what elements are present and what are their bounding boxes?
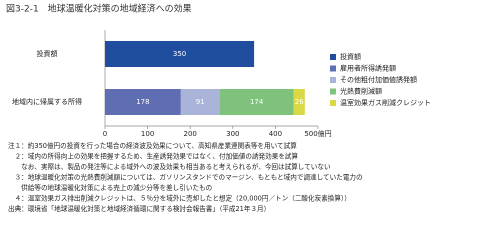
data-label: 178: [136, 98, 149, 106]
data-label: 26: [295, 98, 304, 106]
x-tick-label: 100: [141, 130, 154, 138]
data-label: 350: [173, 50, 186, 58]
bar-segment: [219, 89, 294, 115]
x-tick-label: 0: [103, 130, 107, 138]
note: ２：域内の所得向上の効果を把握するため、生産誘発効果ではなく、付加価値の誘発効果…: [8, 152, 299, 161]
bar-segment: [180, 89, 220, 115]
legend-label: 光熱費削減額: [340, 87, 382, 96]
note: なお、実際は、製品の発注等による域外への波及効果も相当あると考えられるが、今回は…: [8, 162, 331, 171]
bar-segment: [105, 89, 181, 115]
legend-swatch: [330, 54, 336, 60]
legend-label: 雇用者所得誘発額: [340, 64, 396, 73]
data-label: 91: [196, 98, 205, 106]
x-tick-label: 400: [269, 130, 282, 138]
note: ３：地球温暖化対策の光熱費削減額については、ガソリンスタンドでのマージン、もとも…: [8, 173, 363, 182]
bar-segment: [293, 89, 305, 115]
x-tick-label: 500億円: [304, 129, 331, 138]
data-label: 174: [250, 98, 264, 106]
bar-segment: [105, 41, 255, 67]
legend-swatch: [330, 65, 336, 72]
legend-label: その他粗付加価値誘発額: [340, 75, 417, 84]
y-tick-label: 投資額: [37, 49, 58, 58]
x-tick-label: 300: [226, 130, 239, 138]
legend-swatch: [330, 88, 336, 95]
note: 出典：環境省「地球温暖化対策と地域経済循環に関する検討会報告書」（平成21年３月…: [8, 204, 270, 213]
y-tick-label: 地域内に帰属する所得: [12, 97, 82, 106]
x-tick-label: 200: [184, 130, 197, 138]
legend-label: 投資額: [340, 52, 361, 61]
note: 注１：約350億円の投資を行った場合の経済波及効果について、高知県産業連関表等を…: [8, 141, 297, 150]
legend-label: 温室効果ガス削減クレジット: [340, 98, 431, 107]
note: ４：温室効果ガス排出削減クレジットは、５％分を域外に売却したと想定（20,000…: [8, 194, 351, 203]
note: 供給等の地球温暖化対策による売上の減少分等を差し引いたもの: [8, 183, 212, 192]
chart: 図3-2-1 地球温暖化対策の地域経済への効果 0 100 200 300 400 500…: [6, 3, 431, 214]
legend-swatch: [330, 100, 336, 106]
chart-title: 図3-2-1 地球温暖化対策の地域経済への効果: [6, 3, 192, 15]
legend-swatch: [330, 77, 336, 83]
